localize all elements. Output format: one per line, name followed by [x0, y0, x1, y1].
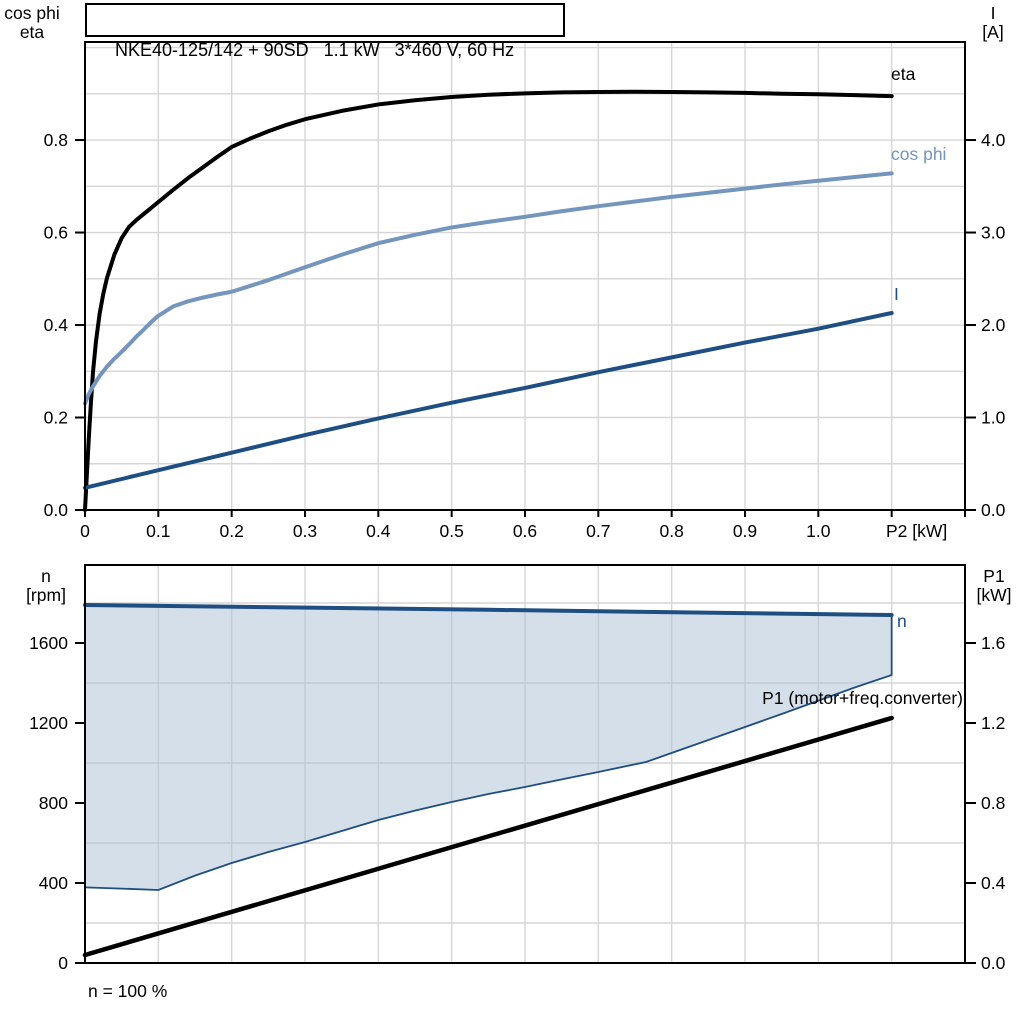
bottom-left-axis-title: n [rpm]	[26, 566, 66, 605]
tick-label: 400	[39, 873, 68, 893]
cos-phi-curve-label: cos phi	[891, 144, 947, 164]
tick-label: 0.6	[44, 223, 68, 243]
tick-label: 0.8	[660, 521, 684, 541]
tick-label: 0.8	[981, 793, 1005, 813]
tick-label: 0.8	[44, 130, 68, 150]
tick-label: 0.0	[981, 953, 1006, 973]
current-curve	[83, 310, 894, 490]
tick-label: 1.2	[981, 713, 1005, 733]
tick-label: 0.4	[981, 873, 1006, 893]
footnote-n-100: n = 100 %	[88, 981, 168, 1001]
tick-label: P2 [kW]	[886, 521, 947, 541]
tick-label: 0.0	[44, 500, 69, 520]
tick-label: 3.0	[981, 223, 1006, 243]
top-chart-group: 0 0.1 0.2 0.3 0.4 0.5 0.6 0.7 0.8 0.9 1.0 P2 [kW] 0.…	[44, 41, 1006, 541]
tick-label: 1.6	[981, 633, 1005, 653]
tick-label: 1600	[29, 633, 68, 653]
tick-label: 0.6	[513, 521, 537, 541]
tick-label: 1.0	[981, 408, 1006, 428]
tick-label: 0.0	[981, 500, 1006, 520]
tick-label: 0.4	[366, 521, 391, 541]
tick-label: 0	[58, 953, 68, 973]
tick-label: 0.5	[440, 521, 464, 541]
speed-range-lower-curve	[84, 614, 893, 891]
chart-title: NKE40-125/142 + 90SD 1.1 kW 3*460 V, 60 …	[115, 40, 515, 60]
tick-label: 2.0	[981, 315, 1006, 335]
speed-range-band	[85, 605, 892, 890]
tick-label: 4.0	[981, 130, 1006, 150]
bottom-right-axis-title: P1 [kW]	[976, 566, 1012, 605]
tick-label: 1200	[29, 713, 68, 733]
tick-label: 0.3	[293, 521, 317, 541]
top-left-axis-title: cos phi eta	[4, 3, 60, 42]
tick-label: 0.7	[586, 521, 610, 541]
cos-phi-curve	[83, 171, 894, 406]
tick-label: 1.0	[806, 521, 831, 541]
chart-title-box: NKE40-125/142 + 90SD 1.1 kW 3*460 V, 60 …	[85, 3, 565, 60]
top-right-axis-title: I [A]	[982, 3, 1004, 42]
tick-label: 0.4	[44, 315, 69, 335]
bottom-chart-frame	[84, 564, 966, 964]
tick-label: 0.1	[146, 521, 170, 541]
speed-curve-label: n	[897, 611, 907, 631]
bottom-chart-group: 0 400 800 1200 1600 0.0 0.4 0.8 1.2 1.6	[29, 564, 1006, 973]
eta-curve	[83, 89, 894, 512]
eta-curve-label: eta	[891, 64, 916, 84]
p1-curve-label: P1 (motor+freq.converter)	[762, 688, 963, 708]
tick-label: 800	[39, 793, 68, 813]
tick-label: 0.2	[220, 521, 244, 541]
speed-curve	[83, 603, 894, 617]
tick-label: 0	[80, 521, 90, 541]
p1-curve	[82, 715, 894, 958]
tick-label: 0.2	[44, 408, 68, 428]
current-curve-label: I	[894, 284, 899, 304]
tick-label: 0.9	[733, 521, 757, 541]
